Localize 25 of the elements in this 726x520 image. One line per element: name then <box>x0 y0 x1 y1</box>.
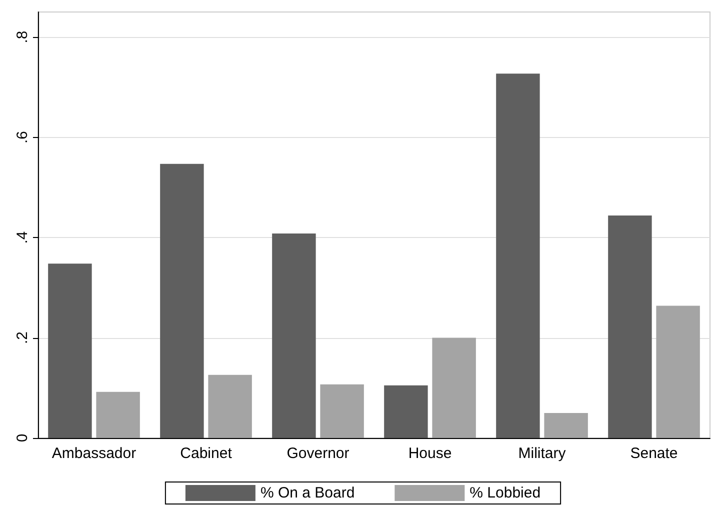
x-tick-label: Senate <box>630 445 678 462</box>
bar <box>208 374 252 438</box>
legend-label: % On a Board <box>260 484 355 502</box>
bar <box>432 338 476 438</box>
y-tick-label: .8 <box>14 30 31 44</box>
bar <box>96 392 140 438</box>
bar <box>160 164 204 438</box>
x-tick-label: House <box>408 445 452 462</box>
bar <box>656 306 700 438</box>
y-tick-label: 0 <box>14 434 31 442</box>
bar <box>320 384 364 438</box>
x-tick-label: Cabinet <box>180 445 233 462</box>
y-tick-label: .2 <box>14 332 31 344</box>
bar <box>496 74 540 438</box>
legend-label: % Lobbied <box>470 484 541 502</box>
x-tick-label: Governor <box>286 445 350 462</box>
x-tick-label: Ambassador <box>52 445 136 462</box>
bar <box>384 385 428 438</box>
bar <box>544 412 588 438</box>
y-tick-label: .6 <box>14 131 31 144</box>
y-tick-label: .4 <box>14 231 31 244</box>
bar <box>272 234 316 438</box>
bar <box>48 264 92 438</box>
bar <box>608 215 652 438</box>
x-tick-label: Military <box>518 445 566 462</box>
